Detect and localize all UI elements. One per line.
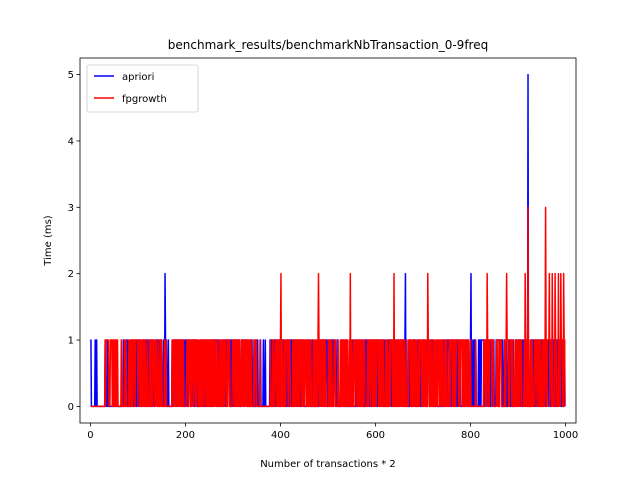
legend-label-apriori: apriori xyxy=(122,72,154,83)
legend-box xyxy=(86,64,199,113)
legend-label-fpgrowth: fpgrowth xyxy=(122,94,167,105)
axes-frame xyxy=(79,57,577,424)
y-tick-label: 4 xyxy=(68,136,74,147)
x-tick-label: 800 xyxy=(461,430,480,441)
y-axis-label: Time (ms) xyxy=(43,215,54,267)
x-tick-label: 1000 xyxy=(553,430,578,441)
x-tick-label: 0 xyxy=(87,430,93,441)
y-tick-label: 5 xyxy=(68,70,74,81)
x-axis-ticks: 0 200 400 600 800 1000 xyxy=(87,423,578,441)
chart-title: benchmark_results/benchmarkNbTransaction… xyxy=(168,38,488,52)
x-axis-label: Number of transactions * 2 xyxy=(260,459,396,470)
legend: apriori fpgrowth xyxy=(86,64,199,113)
y-axis-ticks: 0 1 2 3 4 5 xyxy=(68,70,80,413)
x-tick-label: 600 xyxy=(366,430,385,441)
y-tick-label: 2 xyxy=(68,269,74,280)
x-tick-label: 200 xyxy=(176,430,195,441)
y-tick-label: 0 xyxy=(68,402,74,413)
x-tick-label: 400 xyxy=(271,430,290,441)
plot-area xyxy=(79,57,577,424)
y-tick-label: 3 xyxy=(68,203,74,214)
y-tick-label: 1 xyxy=(68,336,74,347)
series-layer xyxy=(90,73,566,408)
series-line-fpgrowth xyxy=(90,206,566,408)
